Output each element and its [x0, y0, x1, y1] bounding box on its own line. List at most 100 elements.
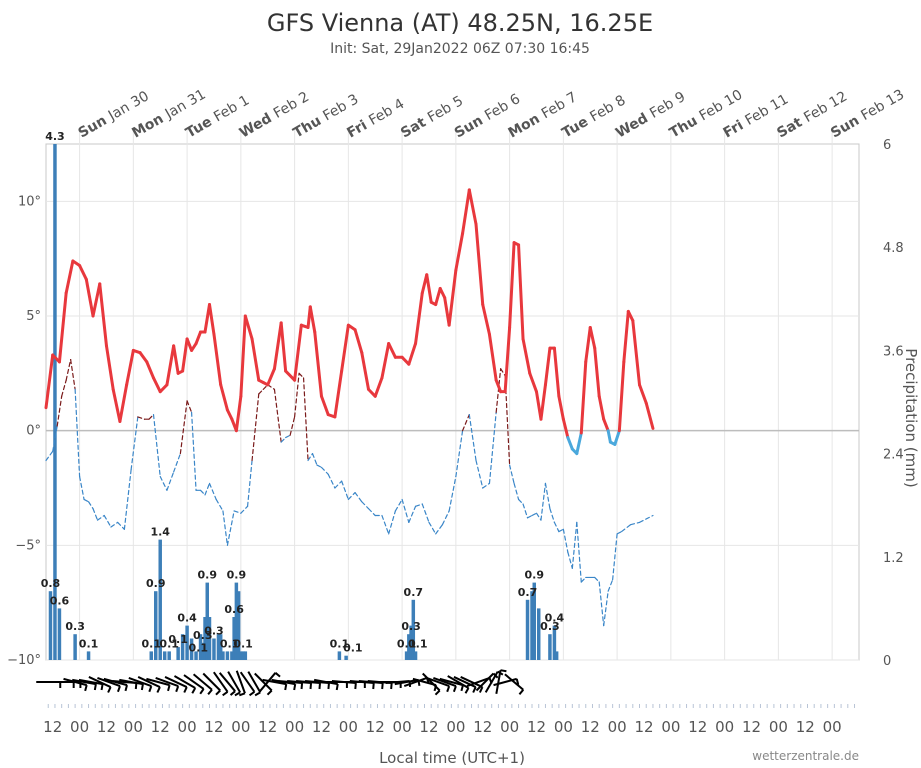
2m-temperature-segment: [543, 346, 552, 387]
time-tick-label: 00: [339, 718, 358, 736]
2m-temperature-segment: [225, 408, 234, 421]
grid-lines: [45, 130, 860, 661]
wind-barb: [464, 687, 470, 694]
850hpa-temperature-segment: [280, 436, 287, 443]
850hpa-temperature-segment: [549, 508, 556, 524]
precipitation-bar: [230, 651, 234, 660]
850hpa-temperature-segment: [361, 501, 370, 510]
time-tick-label: 00: [608, 718, 627, 736]
850hpa-temperature-segment: [607, 579, 614, 592]
precipitation-bar: [180, 634, 185, 660]
2m-temperature-segment: [111, 387, 122, 423]
850hpa-temperature-segment: [620, 524, 632, 533]
wind-arrow: [484, 671, 499, 693]
precipitation-bar: [216, 634, 221, 660]
precipitation-bar: [212, 638, 216, 660]
850hpa-temperature-segment: [616, 530, 623, 535]
850hpa-temperature-segment: [448, 475, 457, 512]
2m-temperature-segment: [158, 383, 169, 394]
date: Feb 5: [425, 93, 466, 126]
wind-barb: [100, 683, 104, 691]
time-axis-title: Local time (UTC+1): [379, 749, 525, 767]
wind-barb: [372, 682, 375, 690]
time-tick-label: 00: [715, 718, 734, 736]
precipitation-bar: [201, 642, 205, 660]
precipitation-bar: [218, 634, 223, 660]
850hpa-temperature-segment: [394, 498, 403, 512]
850hpa-temperature-segment: [347, 491, 356, 501]
850hpa-temperature-segment: [190, 411, 197, 491]
wind-barb: [518, 689, 525, 695]
time-tick-label: 12: [419, 718, 438, 736]
850hpa-temperature-segment: [130, 416, 139, 471]
time-tick-label: 00: [500, 718, 519, 736]
2m-temperature-segment: [588, 325, 597, 350]
precipitation-bar: [225, 651, 230, 660]
time-tick-label: 00: [554, 718, 573, 736]
precipitation-bar: [413, 651, 418, 660]
wind-arrow: [259, 672, 277, 692]
2m-temperature-segment: [333, 369, 344, 419]
bar-value-label: 0.1: [189, 642, 209, 655]
time-tick-label: 00: [446, 718, 465, 736]
850hpa-temperature-segment: [96, 514, 105, 521]
bar-value-label: 0.1: [168, 633, 188, 646]
wind-arrow: [137, 676, 161, 688]
850hpa-temperature-segment: [74, 388, 81, 478]
precipitation-bar: [552, 625, 557, 660]
wind-arrow: [192, 673, 213, 691]
bar-value-label: 0.4: [545, 612, 565, 625]
2m-temperature-segment: [138, 351, 149, 364]
precipitation-bars: [48, 144, 559, 660]
850hpa-temperature-segment: [517, 498, 524, 505]
wind-barb: [284, 683, 288, 691]
2m-temperature-segment: [212, 332, 223, 387]
2m-temperature-segment: [575, 431, 583, 456]
2m-temperature-segment: [152, 376, 162, 394]
wind-arrow: [403, 676, 428, 688]
wind-barb: [84, 684, 88, 692]
wind-arrow: [173, 675, 196, 689]
850hpa-temperature-segment: [148, 414, 155, 420]
850hpa-temperature-segment: [87, 501, 94, 510]
2m-temperature-segment: [181, 337, 189, 373]
wind-barb: [116, 685, 121, 693]
wind-barb: [293, 683, 297, 691]
850hpa-temperature-segment: [110, 521, 119, 528]
2m-temperature-segment: [561, 417, 570, 440]
wind-barb: [300, 682, 304, 690]
2m-temperature-segment: [98, 282, 108, 348]
precipitation-bar: [409, 625, 413, 660]
850hpa-temperature-segment: [562, 528, 569, 553]
850hpa-temperature-segment: [580, 576, 587, 583]
temp-tick-label: 5°: [26, 309, 41, 324]
precipitation-bar: [548, 634, 552, 660]
2m-temperature-segment: [353, 328, 364, 355]
bar-value-label: 0.3: [401, 620, 421, 633]
850hpa-temperature-segment: [78, 475, 85, 501]
time-tick-label: 00: [661, 718, 680, 736]
wind-arrow: [63, 677, 87, 687]
precipitation-bar: [149, 651, 154, 660]
2m-temperature-segment: [461, 188, 471, 235]
wind-barb: [134, 682, 138, 690]
850hpa-temperature-segment: [246, 459, 253, 507]
wind-barb: [215, 689, 221, 696]
precipitation-bar: [536, 608, 541, 660]
time-tick-label: 12: [151, 718, 170, 736]
time-tick-label: 00: [285, 718, 304, 736]
2m-temperature-segment: [380, 342, 391, 380]
temperature-lines: [44, 188, 655, 627]
wind-barb: [318, 682, 321, 690]
precipitation-bar: [530, 591, 534, 660]
bar-value-label: 0.7: [404, 586, 424, 599]
2m-temperature-segment: [508, 241, 516, 329]
2m-temperature-segment: [91, 282, 102, 318]
2m-temperature-segment: [434, 286, 442, 307]
wind-barb: [183, 686, 188, 693]
850hpa-temperature-segment: [294, 372, 300, 418]
date: Feb 7: [539, 89, 580, 122]
precipitation-bar: [239, 651, 243, 660]
2m-temperature-segment: [414, 291, 424, 346]
temp-tick-label: −5°: [15, 538, 41, 553]
